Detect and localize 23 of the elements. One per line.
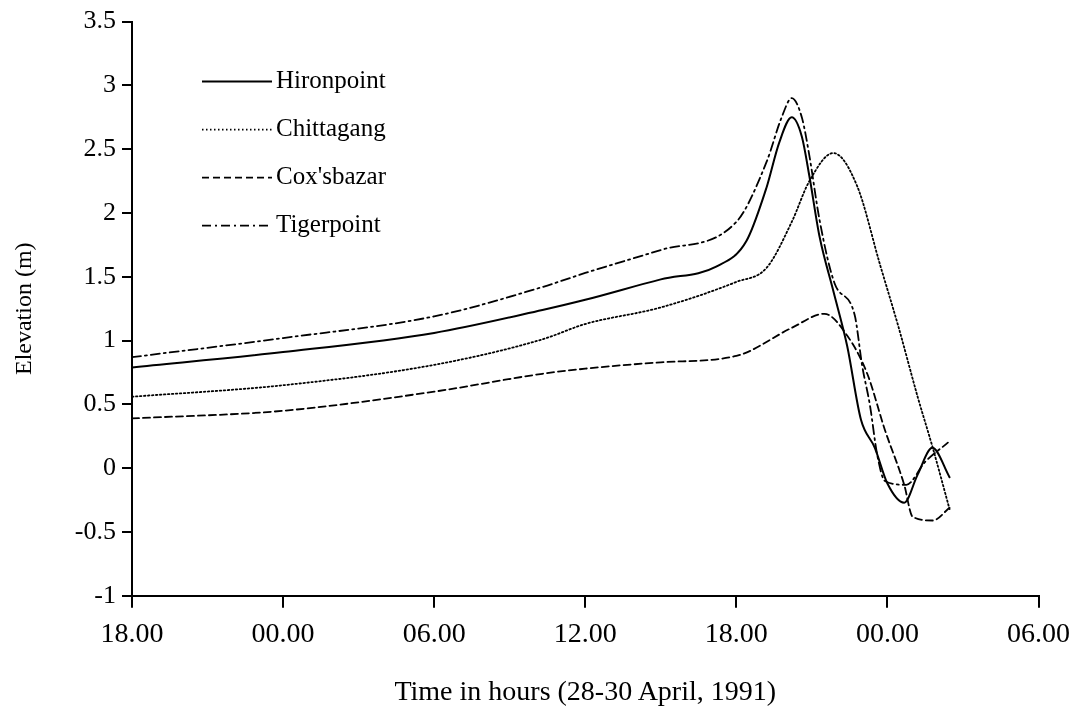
- x-tick-label: 18.00: [704, 616, 768, 648]
- y-tick-label: 3.5: [83, 5, 116, 35]
- y-tick-label: 0: [103, 452, 116, 482]
- y-tick-label: -0.5: [74, 515, 116, 545]
- y-tick-label: 2: [103, 196, 116, 226]
- legend-label: Cox'sbazar: [276, 162, 387, 190]
- y-tick-label: 2.5: [83, 133, 116, 163]
- x-tick-label: 00.00: [855, 616, 919, 648]
- x-tick-label: 18.00: [100, 616, 164, 648]
- x-tick-label: 12.00: [553, 616, 617, 648]
- y-tick-label: 3: [103, 69, 116, 99]
- y-tick-label: 1: [103, 324, 116, 354]
- y-tick-label: 1.5: [83, 260, 116, 290]
- legend-label: Tigerpoint: [276, 210, 381, 238]
- x-tick-label: 06.00: [1007, 616, 1070, 648]
- x-axis-title: Time in hours (28-30 April, 1991): [394, 674, 777, 706]
- x-tick-label: 06.00: [402, 616, 466, 648]
- legend-label: Chittagang: [276, 114, 387, 142]
- y-axis-title: Elevation (m): [9, 242, 36, 376]
- y-tick-label: 0.5: [83, 388, 116, 418]
- x-tick-label: 00.00: [251, 616, 315, 648]
- y-tick-label: -1: [94, 579, 116, 609]
- legend-label: Hironpoint: [276, 66, 386, 94]
